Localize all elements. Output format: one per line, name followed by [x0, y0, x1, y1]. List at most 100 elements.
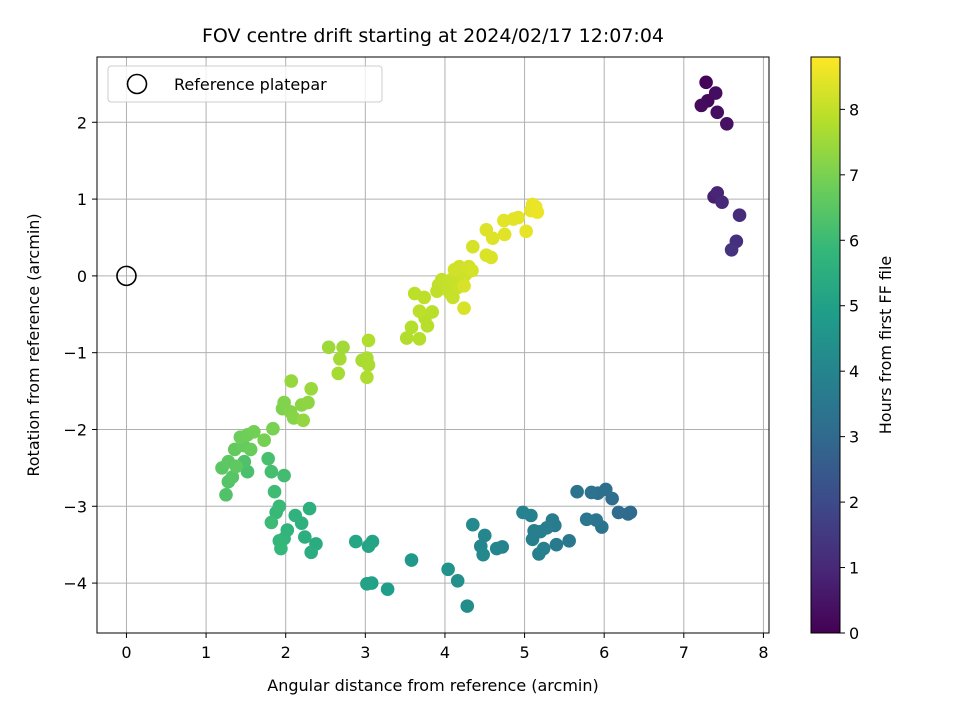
data-point — [296, 413, 311, 428]
data-point — [477, 528, 492, 543]
data-point — [264, 515, 279, 530]
legend: Reference platepar — [107, 65, 383, 103]
data-point — [257, 433, 272, 448]
colorbar-frame — [810, 56, 841, 634]
y-tick-label: −4 — [63, 574, 87, 593]
data-point — [272, 499, 287, 514]
data-points — [215, 75, 747, 613]
data-point — [261, 451, 275, 466]
data-point — [225, 470, 240, 484]
colorbar-tick-label: 4 — [849, 362, 859, 381]
data-point — [530, 205, 545, 219]
data-point — [519, 224, 533, 239]
data-point — [274, 541, 288, 556]
data-point — [450, 573, 465, 588]
y-axis-ticks: −4 −3 −2 −1 0 1 2 — [63, 113, 97, 593]
colorbar-tick-label: 0 — [849, 624, 859, 643]
data-point — [361, 358, 376, 372]
reference-point — [116, 265, 137, 287]
data-point — [361, 539, 376, 554]
data-point — [460, 599, 475, 613]
colorbar-bar — [811, 57, 840, 633]
x-tick-label: 8 — [758, 643, 768, 662]
colorbar-tick-label: 1 — [849, 559, 859, 578]
x-tick-label: 0 — [121, 643, 131, 662]
data-point — [457, 279, 471, 293]
data-point — [301, 395, 315, 410]
data-point — [699, 75, 713, 90]
data-point — [304, 381, 318, 396]
data-point — [336, 340, 350, 355]
x-axis-label: Angular distance from reference (arcmin) — [267, 676, 598, 695]
colorbar-tick-label: 2 — [849, 493, 859, 512]
data-point — [304, 545, 318, 560]
data-point — [516, 505, 530, 520]
data-point — [611, 505, 626, 520]
legend-box — [107, 65, 383, 103]
plot-area: 0 1 2 3 4 5 6 7 8 −4 −3 −2 −1 0 1 2 — [63, 56, 770, 662]
data-point — [497, 227, 512, 242]
data-point — [277, 468, 291, 483]
data-point — [321, 340, 336, 355]
legend-label: Reference platepar — [174, 75, 327, 94]
data-point — [715, 195, 729, 209]
x-tick-label: 3 — [360, 643, 370, 662]
colorbar-ticks: 0 1 2 3 4 5 6 7 8 — [840, 100, 859, 643]
data-point — [584, 485, 599, 500]
chart-title: FOV centre drift starting at 2024/02/17 … — [202, 25, 664, 47]
data-point — [266, 421, 280, 436]
data-point — [570, 484, 584, 499]
data-point — [264, 464, 279, 479]
data-point — [476, 547, 490, 562]
y-tick-label: 1 — [77, 190, 87, 209]
data-point — [298, 530, 312, 544]
data-point — [425, 305, 440, 319]
colorbar-tick-label: 8 — [849, 100, 859, 119]
data-point — [348, 534, 363, 549]
data-point — [267, 484, 282, 499]
x-tick-label: 1 — [201, 643, 211, 662]
data-point — [219, 487, 233, 502]
data-point — [694, 98, 709, 113]
x-tick-label: 4 — [440, 643, 450, 662]
x-tick-label: 7 — [679, 643, 689, 662]
colorbar-tick-label: 6 — [849, 231, 859, 250]
data-point — [485, 231, 500, 246]
data-point — [532, 547, 546, 561]
data-point — [412, 304, 427, 319]
data-point — [447, 262, 462, 277]
grid — [97, 57, 769, 633]
x-tick-label: 2 — [281, 643, 291, 662]
y-tick-label: −2 — [63, 420, 87, 439]
colorbar-tick-label: 5 — [849, 297, 859, 316]
data-point — [457, 301, 471, 315]
x-axis-ticks: 0 1 2 3 4 5 6 7 8 — [121, 633, 769, 662]
y-tick-label: 2 — [77, 113, 87, 132]
data-point — [720, 117, 734, 131]
data-point — [484, 250, 498, 265]
colorbar-tick-label: 7 — [849, 166, 859, 185]
data-point — [549, 537, 564, 552]
data-point — [562, 534, 576, 548]
colorbar-tick-label: 3 — [849, 428, 859, 447]
data-point — [710, 105, 725, 120]
data-point — [360, 370, 374, 385]
legend-marker-icon — [126, 73, 148, 95]
colorbar: 0 1 2 3 4 5 6 7 8 Hours from first FF file — [810, 56, 895, 643]
data-point — [360, 577, 374, 591]
data-point — [333, 352, 347, 366]
data-point — [489, 541, 504, 556]
data-point — [466, 517, 480, 532]
data-point — [732, 208, 747, 223]
data-point — [466, 239, 480, 254]
plot-frame — [96, 56, 770, 634]
data-point — [404, 320, 419, 335]
data-point — [417, 290, 432, 305]
colorbar-label: Hours from first FF file — [876, 256, 895, 435]
data-point — [708, 86, 723, 100]
data-point — [724, 242, 739, 257]
data-point — [404, 553, 419, 567]
data-point — [331, 366, 346, 381]
data-point — [465, 263, 479, 278]
